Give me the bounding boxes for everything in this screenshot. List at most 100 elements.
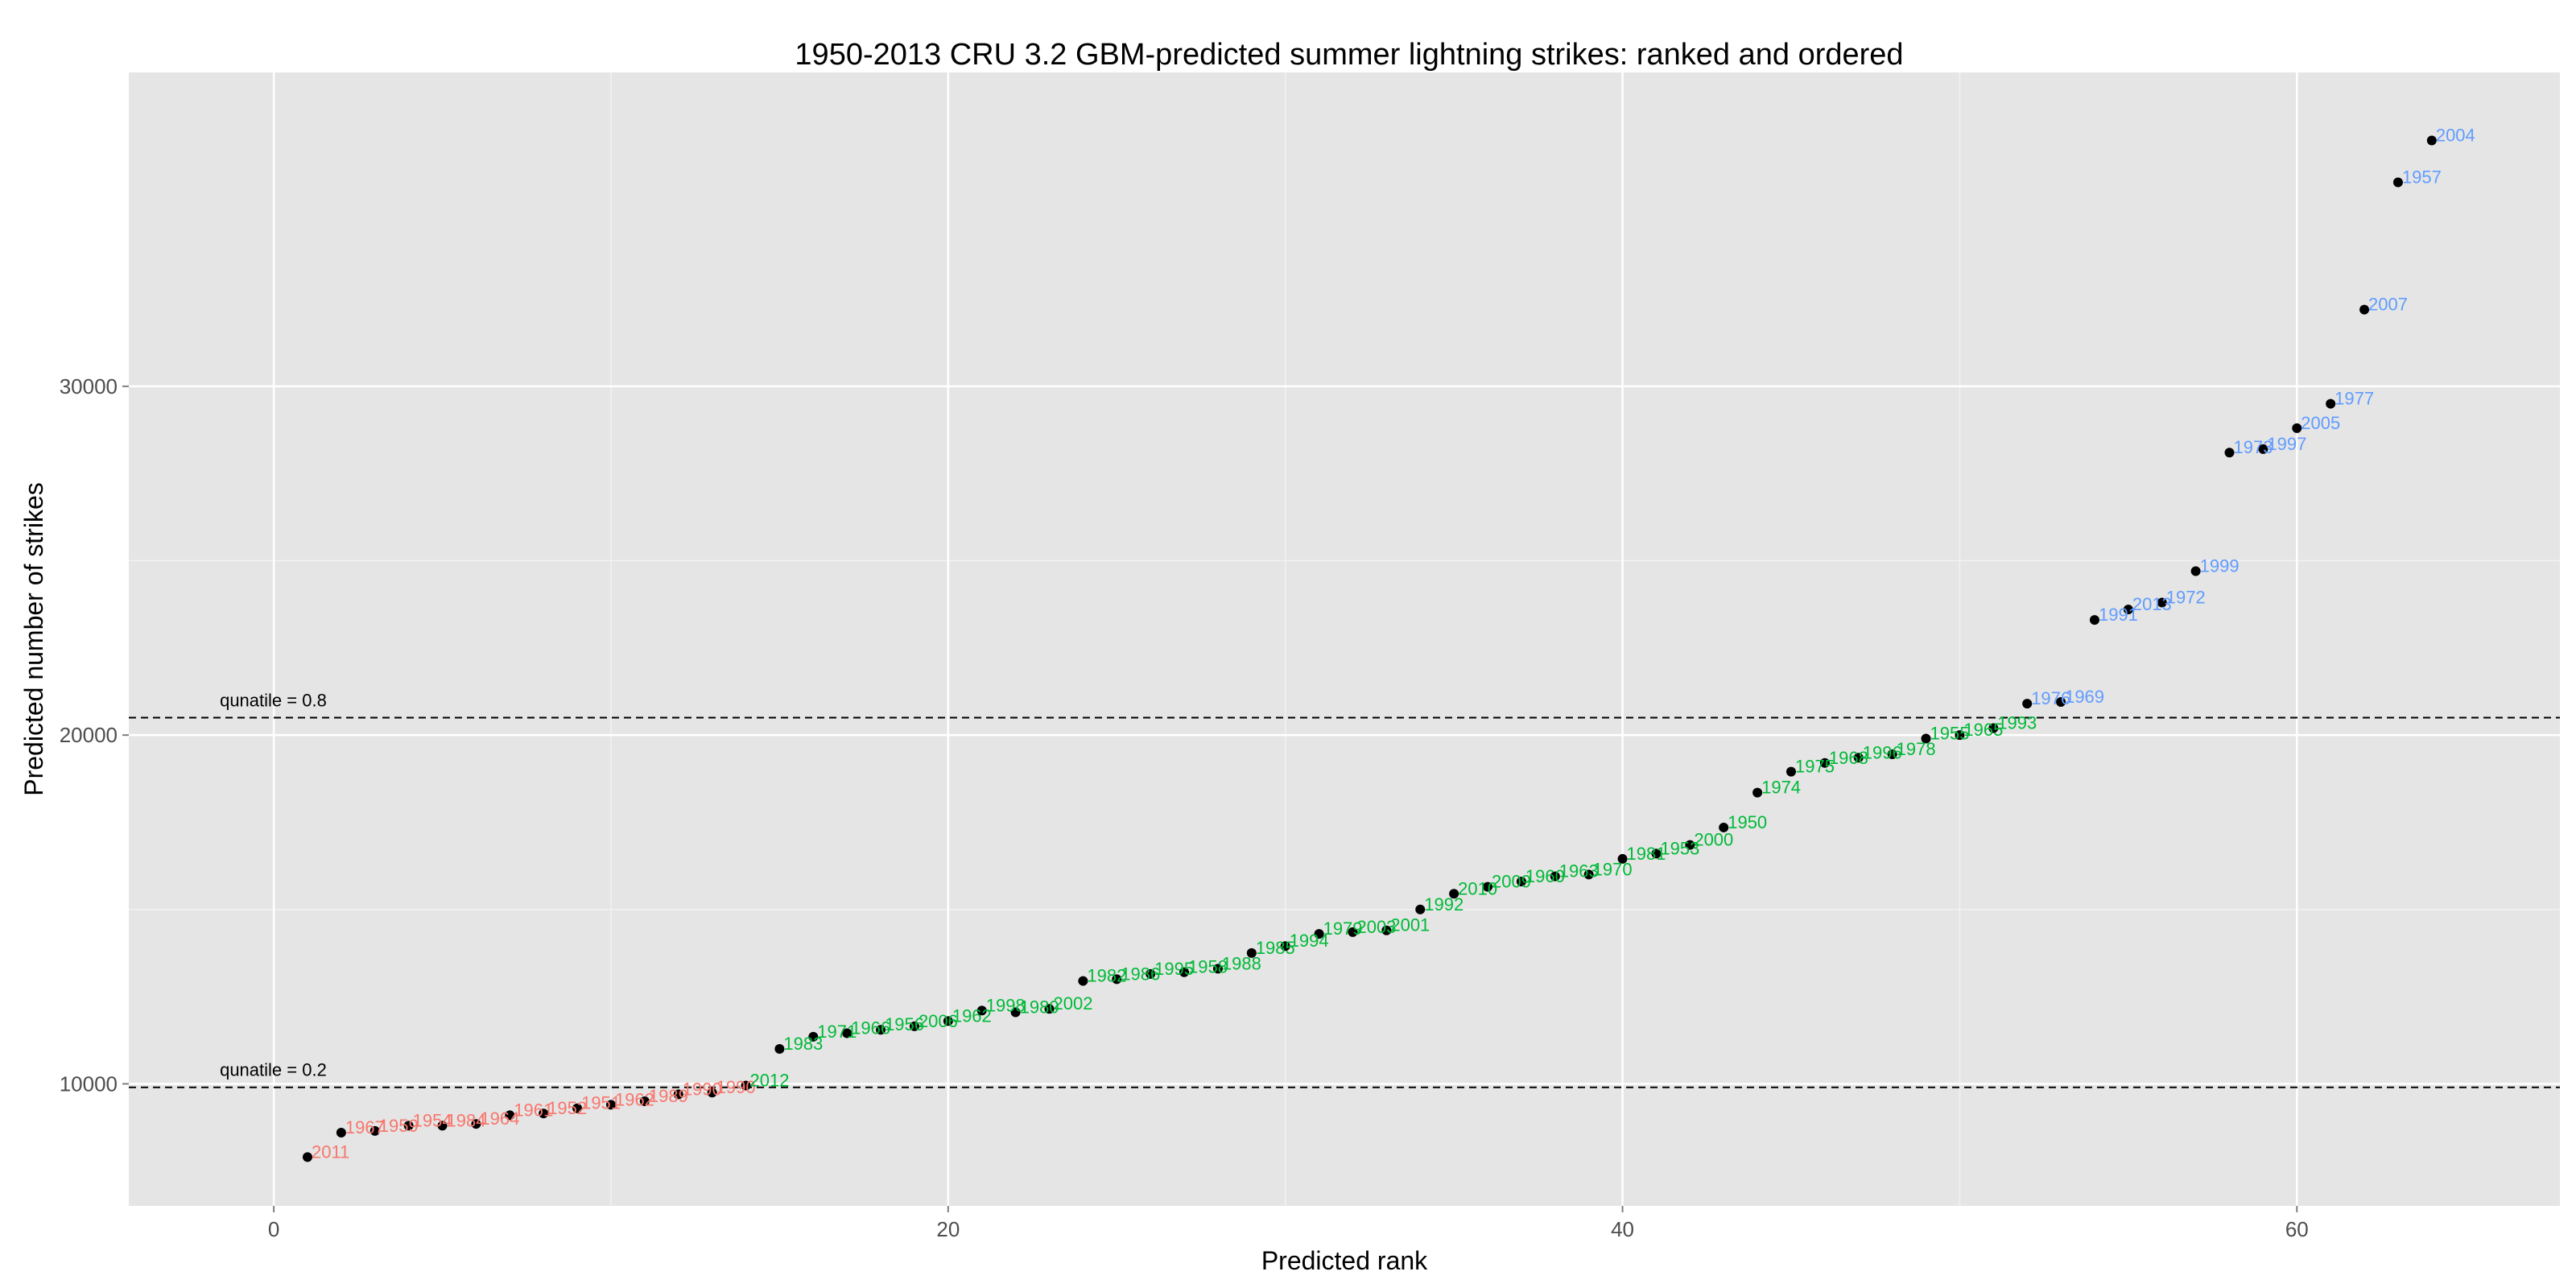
- point-label: 1975: [1795, 757, 1835, 777]
- point-label: 1972: [2166, 588, 2206, 608]
- data-point: [2258, 444, 2268, 454]
- x-axis-title: Predicted rank: [1261, 1246, 1428, 1275]
- point-label: 2006: [919, 1011, 958, 1031]
- x-tick-label: 20: [936, 1217, 960, 1241]
- point-labels: 2011196719591954198419641961195219511962…: [312, 125, 2475, 1162]
- point-label: 1994: [1290, 931, 1329, 951]
- data-point: [1752, 787, 1763, 798]
- data-point: [1785, 766, 1796, 777]
- data-point: [1921, 733, 1931, 744]
- data-point: [369, 1125, 380, 1136]
- data-point: [1819, 758, 1830, 768]
- x-tick-label: 0: [268, 1217, 279, 1241]
- data-point: [1078, 976, 1088, 986]
- data-point: [673, 1089, 683, 1100]
- x-tick-label: 40: [1611, 1217, 1634, 1241]
- point-label: 1961: [514, 1100, 553, 1120]
- data-point: [2157, 597, 2167, 608]
- point-label: 2004: [2436, 125, 2475, 145]
- data-point: [842, 1028, 852, 1038]
- point-label: 1981: [1627, 844, 1666, 864]
- data-point: [1550, 871, 1560, 881]
- data-points: [302, 135, 2437, 1162]
- data-point: [808, 1031, 819, 1042]
- point-label: 1952: [547, 1098, 587, 1118]
- y-tick-label: 20000: [60, 723, 118, 747]
- data-point: [639, 1096, 650, 1107]
- point-label: 1950: [1728, 812, 1767, 832]
- data-point: [1853, 753, 1864, 763]
- data-point: [403, 1121, 414, 1131]
- point-label: 1966: [851, 1018, 890, 1038]
- grid: [129, 72, 2560, 1206]
- data-point: [1146, 968, 1156, 979]
- point-label: 1984: [447, 1110, 486, 1130]
- point-label: 1976: [2031, 688, 2070, 708]
- point-label: 1980: [1020, 997, 1059, 1018]
- point-label: 1993: [1997, 712, 2037, 733]
- data-point: [2190, 566, 2201, 576]
- point-label: 1970: [1593, 859, 1633, 879]
- y-tick-label: 10000: [60, 1071, 118, 1096]
- reference-line-label: qunatile = 0.2: [220, 1060, 327, 1080]
- point-label: 2000: [1694, 830, 1733, 850]
- point-label: 1985: [1256, 938, 1295, 958]
- point-label: 2011: [312, 1141, 349, 1162]
- chart-title: 1950-2013 CRU 3.2 GBM-predicted summer l…: [795, 38, 1903, 72]
- data-point: [1719, 822, 1729, 832]
- data-point: [1483, 881, 1493, 892]
- data-point: [1044, 1004, 1055, 1014]
- point-label: 1990: [716, 1077, 756, 1097]
- data-point: [2056, 696, 2066, 707]
- point-label: 1974: [1761, 778, 1801, 798]
- point-label: 1953: [1660, 838, 1699, 858]
- data-point: [1651, 848, 1662, 859]
- point-label: 1962: [952, 1005, 992, 1026]
- data-point: [2123, 605, 2133, 615]
- point-label: 1963: [1559, 861, 1599, 881]
- data-point: [336, 1128, 346, 1138]
- point-label: 2009: [1492, 872, 1531, 892]
- data-point: [1955, 730, 1965, 741]
- data-point: [1246, 947, 1257, 958]
- point-label: 1968: [1829, 748, 1868, 768]
- data-point: [2224, 448, 2235, 458]
- point-label: 1951: [581, 1093, 621, 1113]
- data-point: [2022, 699, 2033, 709]
- reference-line-label: qunatile = 0.8: [220, 690, 327, 710]
- data-point: [876, 1025, 886, 1035]
- x-axis: 0 20 40 60: [268, 1206, 2309, 1241]
- y-axis-title: Predicted number of strikes: [19, 482, 48, 796]
- data-point: [2392, 177, 2403, 188]
- point-label: 1982: [1087, 966, 1126, 986]
- data-point: [1583, 869, 1594, 880]
- data-point: [909, 1021, 919, 1031]
- data-point: [302, 1152, 312, 1162]
- data-point: [1449, 889, 1459, 899]
- data-point: [437, 1121, 448, 1131]
- point-label: 1989: [649, 1086, 688, 1106]
- data-point: [2326, 398, 2336, 409]
- x-tick-label: 60: [2285, 1217, 2309, 1241]
- point-label: 1990: [683, 1079, 722, 1099]
- point-label: 1973: [2234, 437, 2273, 457]
- data-point: [1179, 967, 1190, 977]
- point-label: 1957: [2402, 167, 2442, 187]
- data-point: [539, 1108, 549, 1119]
- data-point: [1212, 964, 1223, 974]
- point-label: 2005: [2301, 413, 2340, 433]
- point-label: 1971: [817, 1022, 857, 1042]
- point-label: 1956: [885, 1014, 924, 1034]
- data-point: [471, 1119, 481, 1129]
- data-point: [1516, 877, 1526, 887]
- point-label: 1992: [1424, 894, 1463, 914]
- data-point: [1685, 840, 1695, 850]
- data-point: [1280, 941, 1290, 952]
- data-point: [572, 1103, 583, 1113]
- point-label: 2001: [1390, 915, 1430, 935]
- point-label: 1967: [345, 1117, 385, 1137]
- point-label: 1965: [1963, 720, 2003, 740]
- point-label: 1997: [2267, 434, 2306, 454]
- data-point: [943, 1016, 953, 1026]
